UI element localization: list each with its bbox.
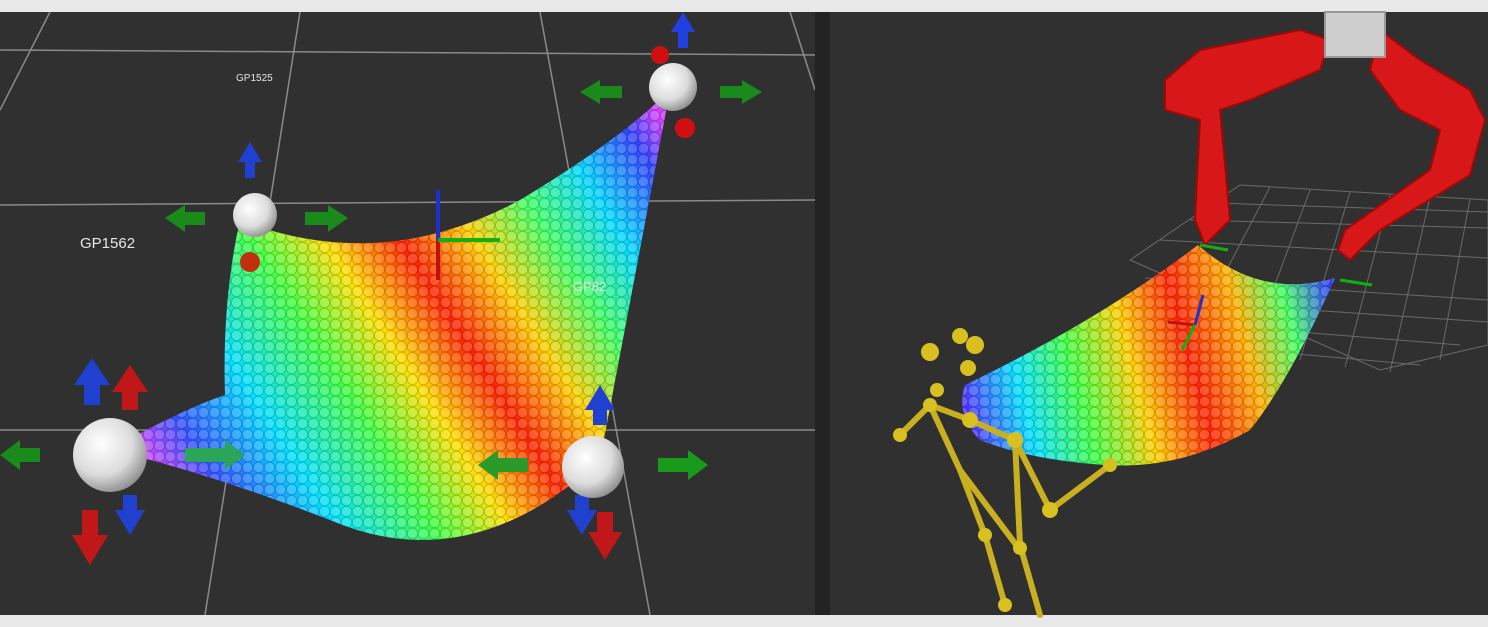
spheres-left <box>73 63 697 498</box>
divider <box>815 12 830 615</box>
point-label: GP1525 <box>236 73 273 84</box>
point-label: GP1562 <box>80 235 135 252</box>
frame-axes-right <box>1167 243 1373 351</box>
cloth-left <box>110 90 670 540</box>
arrows-left <box>0 12 762 565</box>
cloth-right <box>962 245 1335 466</box>
frame-axes <box>436 190 500 280</box>
point-label: GP82 <box>573 279 606 294</box>
skeleton-joints <box>893 328 1117 612</box>
robot-arm <box>1164 11 1487 262</box>
